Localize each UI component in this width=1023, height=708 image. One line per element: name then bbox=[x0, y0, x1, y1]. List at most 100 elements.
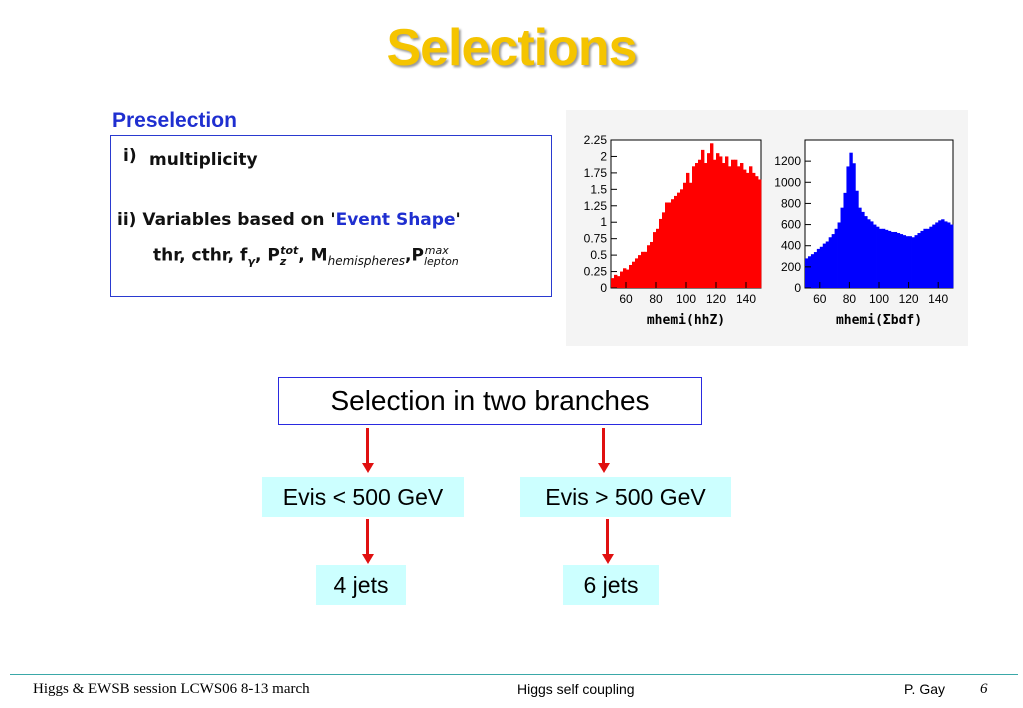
histogram-bar bbox=[641, 251, 645, 288]
y-tick-label: 0.5 bbox=[590, 248, 607, 262]
y-tick-label: 1 bbox=[600, 215, 607, 229]
histogram-bar bbox=[713, 159, 717, 288]
histogram-bar bbox=[743, 169, 747, 288]
histogram-bar bbox=[704, 163, 708, 288]
histogram-bar bbox=[905, 236, 909, 288]
histogram-bar bbox=[858, 207, 862, 288]
item-2-number: ii) bbox=[117, 210, 137, 230]
histogram-bar bbox=[659, 218, 663, 288]
histogram-bar bbox=[614, 274, 618, 288]
histogram-bar bbox=[873, 224, 877, 288]
histogram-bar bbox=[626, 269, 630, 288]
histogram-bar bbox=[887, 230, 892, 288]
footer-session: Higgs & EWSB session LCWS06 8-13 march bbox=[33, 681, 310, 697]
histogram-bar bbox=[902, 235, 907, 288]
histogram-bar bbox=[617, 276, 621, 288]
histogram-bar bbox=[929, 226, 933, 288]
arrowhead-top-right bbox=[597, 463, 610, 473]
histogram-bar bbox=[728, 166, 732, 288]
histogram-bar bbox=[861, 211, 865, 288]
histogram-bar bbox=[911, 237, 915, 288]
histogram-bar bbox=[828, 237, 833, 288]
event-shape-highlight: Event Shape bbox=[335, 210, 456, 230]
histogram-bar bbox=[947, 222, 951, 288]
x-tick-label: 120 bbox=[706, 292, 726, 306]
y-tick-label: 400 bbox=[781, 239, 801, 253]
histogram-bar bbox=[647, 245, 651, 288]
y-tick-label: 0.75 bbox=[584, 232, 608, 246]
arrowhead-bottom-right bbox=[601, 554, 614, 564]
histogram-bar bbox=[683, 182, 687, 288]
y-tick-label: 200 bbox=[781, 260, 801, 274]
histogram-bar bbox=[749, 166, 753, 288]
footer-topic: Higgs self coupling bbox=[517, 681, 635, 697]
x-tick-label: 140 bbox=[736, 292, 756, 306]
x-tick-label: 80 bbox=[649, 292, 663, 306]
histogram-bar bbox=[813, 252, 818, 288]
slide-title: Selections bbox=[386, 19, 637, 77]
histogram-bar bbox=[884, 229, 889, 288]
histogram-bar bbox=[876, 226, 880, 288]
histogram-bar bbox=[917, 233, 921, 288]
y-tick-label: 1.5 bbox=[590, 182, 607, 196]
histogram-bar bbox=[831, 234, 835, 288]
footer-page-number: 6 bbox=[980, 681, 988, 697]
preselection-heading: Preselection bbox=[112, 109, 237, 132]
histogram-bar bbox=[890, 231, 895, 288]
histogram-bar bbox=[819, 246, 824, 288]
four-jets-box: 4 jets bbox=[316, 565, 406, 605]
histogram-bar bbox=[846, 166, 850, 288]
y-tick-label: 0 bbox=[600, 281, 607, 295]
histogram-bar bbox=[893, 231, 898, 288]
x-tick-label: 120 bbox=[899, 292, 919, 306]
histogram-bar bbox=[840, 207, 844, 288]
histogram-bar bbox=[674, 195, 678, 288]
signal-histogram: 0 0.25 0.5 0.75 1 1.25 1.5 1.75 2 2.25 60 80 100 120 1… bbox=[584, 133, 762, 328]
histogram-bar bbox=[834, 228, 838, 288]
histogram-bar bbox=[734, 159, 738, 288]
six-jets-box: 6 jets bbox=[563, 565, 659, 605]
histogram-bar bbox=[722, 163, 726, 288]
histogram-bar bbox=[611, 278, 615, 288]
y-tick-label: 1200 bbox=[774, 154, 801, 168]
histogram-bar bbox=[758, 179, 762, 288]
histogram-bar bbox=[908, 236, 912, 288]
histogram-bar bbox=[716, 153, 720, 288]
y-tick-label: 0 bbox=[794, 281, 801, 295]
arrow-bottom-right bbox=[606, 519, 609, 555]
arrow-top-left bbox=[366, 428, 369, 464]
histogram-bar bbox=[752, 172, 756, 288]
histogram-bar bbox=[662, 212, 666, 288]
histogram-bar bbox=[680, 189, 684, 288]
y-tick-label: 800 bbox=[781, 196, 801, 210]
histogram-bar bbox=[920, 230, 924, 288]
histogram-bar bbox=[935, 222, 939, 288]
histogram-bar bbox=[719, 156, 723, 288]
evis-low-box: Evis < 500 GeV bbox=[262, 477, 464, 517]
histogram-bar bbox=[632, 261, 636, 288]
histogram-bar bbox=[879, 228, 883, 288]
histogram-bar bbox=[731, 159, 735, 288]
x-tick-label: 100 bbox=[869, 292, 889, 306]
histogram-bar bbox=[938, 220, 942, 288]
preselection-box: i) multiplicity ii) Variables based on '… bbox=[110, 135, 552, 297]
y-tick-label: 1000 bbox=[774, 175, 801, 189]
histogram-bar bbox=[849, 152, 853, 288]
histogram-bar bbox=[653, 232, 657, 288]
x-tick-label: 100 bbox=[676, 292, 696, 306]
y-tick-label: 0.25 bbox=[584, 265, 608, 279]
arrowhead-bottom-left bbox=[361, 554, 374, 564]
histogram-bar bbox=[623, 268, 627, 288]
item-2-prefix: Variables based on ' bbox=[142, 210, 336, 230]
histogram-bar bbox=[665, 202, 669, 288]
histogram-bar bbox=[701, 149, 705, 288]
item-2-line: ii) Variables based on 'Event Shape' bbox=[117, 210, 461, 230]
histogram-bar bbox=[914, 235, 918, 288]
histogram-bar bbox=[899, 234, 904, 288]
histogram-bar bbox=[810, 254, 815, 288]
y-tick-label: 1.25 bbox=[584, 199, 608, 213]
item-1-text: multiplicity bbox=[149, 150, 258, 170]
histogram-bar bbox=[816, 248, 821, 288]
x-tick-label: 60 bbox=[619, 292, 633, 306]
histogram-bar bbox=[689, 182, 693, 288]
